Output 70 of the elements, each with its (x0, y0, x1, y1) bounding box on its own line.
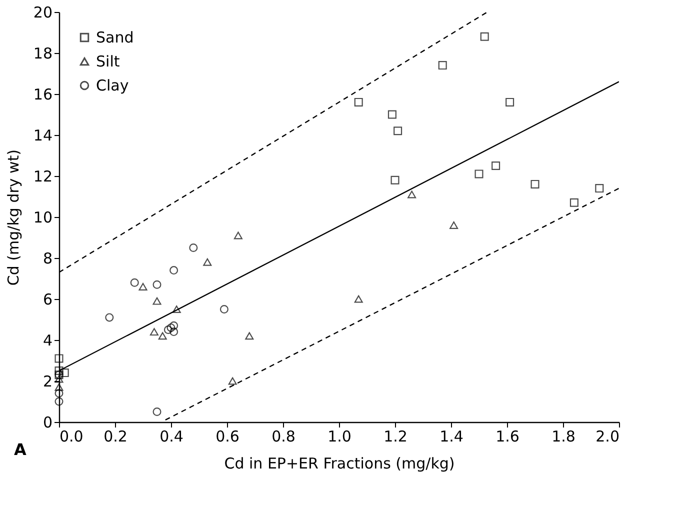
y-tick-label: 14 (33, 126, 52, 144)
y-tick-label: 2 (42, 372, 52, 390)
point (152, 280, 162, 289)
x-tick-label: 0.8 (272, 428, 296, 446)
x-tick-label: 0.6 (216, 428, 240, 446)
point (152, 297, 162, 305)
point (530, 180, 540, 188)
y-axis-title: Cd (mg/kg dry wt) (4, 149, 22, 286)
point (245, 332, 254, 340)
point (394, 126, 402, 136)
legend-label: Clay (96, 76, 129, 94)
point (60, 368, 69, 378)
point (234, 232, 242, 240)
point (158, 332, 167, 340)
point (220, 305, 228, 314)
point (170, 321, 178, 330)
x-tick-label: 1.4 (440, 428, 464, 446)
point (130, 278, 139, 287)
y-tick-label: 8 (42, 250, 52, 268)
y-tick-label: 18 (33, 44, 52, 62)
point (54, 354, 64, 363)
legend-label: Silt (96, 52, 120, 70)
x-tick-label: 0.2 (104, 428, 128, 446)
x-tick-label: 0.4 (160, 428, 184, 446)
legend-label: Sand (96, 28, 134, 46)
point (152, 408, 162, 416)
point (228, 377, 237, 385)
x-tick-label: 1.2 (384, 428, 408, 446)
y-tick-label: 4 (42, 332, 52, 350)
point (164, 326, 172, 334)
y-tick-label: 12 (33, 168, 52, 186)
x-tick-label: 1.0 (328, 428, 352, 446)
point (390, 176, 400, 184)
point (474, 170, 484, 178)
point (506, 98, 514, 106)
point (450, 221, 458, 229)
x-tick-label: 1.6 (496, 428, 520, 446)
point (388, 110, 396, 119)
y-tick-label: 0 (42, 414, 52, 432)
point (172, 305, 181, 314)
point (166, 323, 176, 332)
x-tick-label: 2.0 (596, 428, 620, 446)
point (595, 184, 604, 193)
point (54, 389, 64, 398)
point (54, 397, 64, 406)
point (480, 32, 489, 41)
y-tick-label: 16 (33, 86, 52, 104)
point (170, 266, 178, 275)
point (170, 328, 178, 336)
point (54, 366, 64, 376)
y-tick-label: 6 (42, 290, 52, 308)
point (570, 198, 578, 207)
x-tick-label: 0.0 (60, 428, 84, 446)
point (150, 328, 158, 336)
point (138, 282, 148, 290)
point (354, 295, 363, 303)
point (354, 98, 363, 106)
point (492, 161, 500, 170)
point (408, 190, 416, 198)
x-tick-label: 1.8 (552, 428, 576, 446)
point (203, 258, 212, 266)
y-tick-label: 20 (33, 4, 52, 22)
point (105, 313, 114, 322)
point (189, 244, 198, 252)
point (54, 375, 64, 383)
point (54, 383, 64, 391)
y-tick-label: 10 (33, 208, 52, 226)
text: A (14, 440, 27, 459)
x-axis-title: Cd in EP+ER Fractions (mg/kg) (224, 454, 455, 472)
point (438, 61, 447, 70)
